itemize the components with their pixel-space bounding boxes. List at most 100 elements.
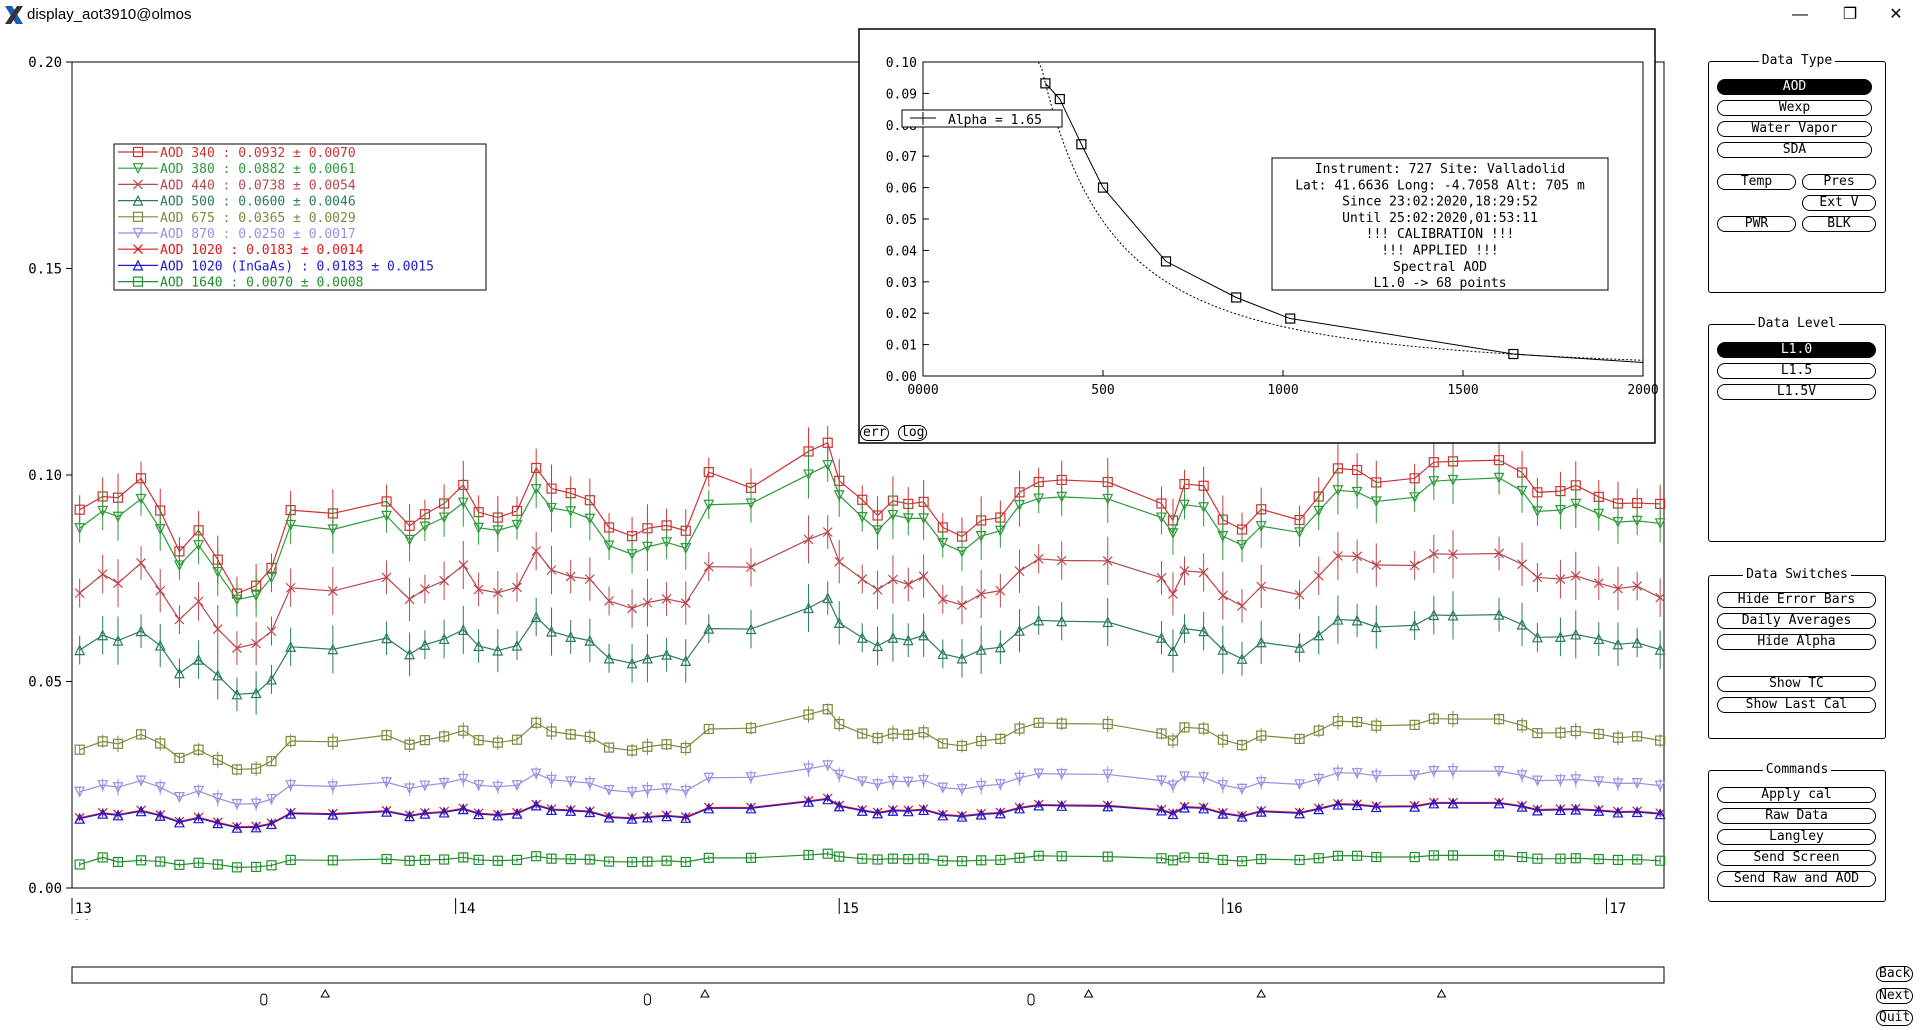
send-raw-and-aod-button[interactable]: Send Raw and AOD bbox=[1717, 871, 1876, 887]
send-screen-button[interactable]: Send Screen bbox=[1717, 850, 1876, 866]
data-point bbox=[1516, 486, 1528, 497]
data-point bbox=[1179, 622, 1190, 634]
legend-entry: AOD 340 : 0.0932 ± 0.0070 bbox=[160, 146, 356, 161]
data-point bbox=[113, 578, 123, 589]
data-point bbox=[918, 804, 930, 816]
data-point bbox=[1033, 614, 1045, 626]
data-point bbox=[1447, 474, 1459, 486]
langley-button[interactable]: Langley bbox=[1717, 829, 1876, 845]
data-point bbox=[857, 853, 868, 864]
data-point bbox=[1332, 613, 1344, 625]
data-point bbox=[1428, 548, 1439, 559]
info-line: !!! APPLIED !!! bbox=[1381, 244, 1498, 259]
data-point bbox=[511, 519, 523, 531]
inset-x-tick-label: 1500 bbox=[1447, 383, 1478, 398]
data-point bbox=[1351, 768, 1363, 780]
next-button[interactable]: Next bbox=[1876, 988, 1914, 1004]
blk-button[interactable]: BLK bbox=[1802, 216, 1876, 232]
legend-entry: AOD 1640 : 0.0070 ± 0.0008 bbox=[160, 276, 364, 291]
pwr-button[interactable]: PWR bbox=[1717, 216, 1796, 232]
data-point bbox=[135, 775, 147, 787]
data-point bbox=[112, 856, 124, 868]
hide-alpha-button[interactable]: Hide Alpha bbox=[1717, 634, 1876, 650]
data-point bbox=[1236, 783, 1248, 795]
data-point bbox=[135, 729, 147, 740]
data-point bbox=[212, 624, 223, 634]
data-point bbox=[680, 543, 692, 554]
data-point bbox=[975, 531, 987, 542]
series-2 bbox=[74, 515, 1666, 666]
data-point bbox=[887, 804, 899, 816]
raw-data-button[interactable]: Raw Data bbox=[1717, 808, 1876, 824]
data-point bbox=[231, 764, 243, 775]
data-point bbox=[1198, 802, 1210, 814]
data-point bbox=[604, 596, 614, 606]
close-button[interactable]: ✕ bbox=[1889, 6, 1903, 23]
inset-y-tick-label: 0.03 bbox=[886, 276, 917, 291]
water-vapor-button[interactable]: Water Vapor bbox=[1717, 121, 1872, 137]
data-point bbox=[1332, 850, 1344, 861]
wexp-button[interactable]: Wexp bbox=[1717, 100, 1872, 116]
data-point bbox=[703, 772, 715, 784]
ext-v-button[interactable]: Ext V bbox=[1802, 195, 1876, 211]
data-point bbox=[381, 572, 392, 583]
data-point bbox=[956, 652, 968, 664]
apply-cal-button[interactable]: Apply cal bbox=[1717, 787, 1876, 803]
minimize-button[interactable]: — bbox=[1792, 6, 1808, 23]
data-point bbox=[1014, 566, 1025, 577]
data-point bbox=[1198, 723, 1209, 734]
data-point bbox=[833, 617, 845, 628]
data-point bbox=[584, 731, 595, 742]
data-point bbox=[193, 812, 205, 824]
pres-button[interactable]: Pres bbox=[1802, 174, 1876, 190]
data-switches-panel: Data Switches Hide Error Bars Daily Aver… bbox=[1708, 567, 1886, 739]
data-point bbox=[887, 853, 899, 864]
timeline-bullet bbox=[260, 993, 268, 1006]
timeline-bar[interactable] bbox=[0, 965, 1690, 1015]
data-point bbox=[404, 783, 416, 795]
maximize-button[interactable]: ❐ bbox=[1842, 6, 1858, 23]
data-point bbox=[530, 768, 542, 780]
data-point bbox=[975, 643, 987, 655]
aod-button[interactable]: AOD bbox=[1717, 79, 1872, 95]
show-tc-button[interactable]: Show TC bbox=[1717, 676, 1876, 692]
data-point bbox=[872, 732, 883, 744]
daily-averages-button[interactable]: Daily Averages bbox=[1717, 613, 1876, 629]
data-point bbox=[1294, 807, 1306, 819]
data-point bbox=[1631, 806, 1643, 818]
hide-error-bars-button[interactable]: Hide Error Bars bbox=[1717, 592, 1876, 608]
sda-button[interactable]: SDA bbox=[1717, 142, 1872, 158]
data-point bbox=[703, 723, 714, 735]
data-point bbox=[1447, 713, 1459, 725]
data-point bbox=[703, 467, 714, 478]
data-point bbox=[546, 774, 557, 786]
info-line: L1.0 -> 68 points bbox=[1373, 276, 1506, 291]
data-point bbox=[918, 513, 930, 525]
l1-0-button[interactable]: L1.0 bbox=[1717, 342, 1876, 358]
data-point bbox=[135, 805, 147, 817]
data-point bbox=[231, 862, 243, 873]
log-button[interactable]: log bbox=[898, 425, 928, 441]
data-point bbox=[1155, 512, 1167, 524]
data-point bbox=[872, 807, 884, 819]
show-last-cal-button[interactable]: Show Last Cal bbox=[1717, 697, 1876, 713]
data-point bbox=[546, 853, 557, 864]
data-point bbox=[1570, 853, 1581, 864]
data-point bbox=[327, 808, 339, 820]
data-point bbox=[1056, 718, 1067, 729]
data-point bbox=[1332, 767, 1344, 779]
data-point bbox=[327, 524, 339, 536]
data-point bbox=[420, 584, 430, 594]
data-point bbox=[404, 594, 415, 605]
data-point bbox=[902, 805, 914, 817]
l1-5-button[interactable]: L1.5 bbox=[1717, 363, 1876, 379]
data-point bbox=[1033, 850, 1044, 861]
data-point bbox=[1056, 768, 1068, 780]
quit-button[interactable]: Quit bbox=[1876, 1010, 1914, 1026]
l1-5v-button[interactable]: L1.5V bbox=[1717, 384, 1876, 400]
err-button[interactable]: err bbox=[860, 425, 890, 441]
data-point bbox=[112, 738, 124, 749]
back-button[interactable]: Back bbox=[1876, 966, 1914, 982]
temp-button[interactable]: Temp bbox=[1717, 174, 1796, 190]
data-point bbox=[627, 603, 638, 614]
